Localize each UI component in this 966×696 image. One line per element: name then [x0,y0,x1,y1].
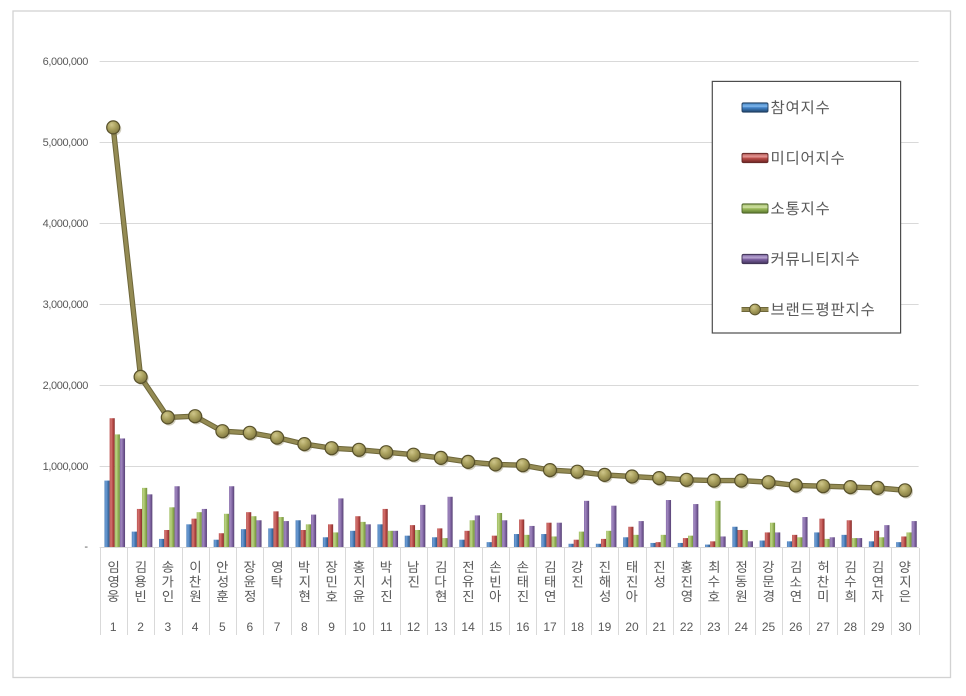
svg-text:26: 26 [789,620,803,634]
svg-text:1,000,000: 1,000,000 [43,461,89,473]
svg-text:4,000,000: 4,000,000 [43,218,89,230]
svg-text:6: 6 [246,620,253,634]
svg-text:2,000,000: 2,000,000 [43,380,89,392]
svg-text:28: 28 [844,620,858,634]
svg-text:18: 18 [571,620,585,634]
svg-text:3: 3 [164,620,171,634]
svg-text:24: 24 [735,620,749,634]
svg-text:19: 19 [598,620,612,634]
svg-text:21: 21 [653,620,667,634]
svg-text:11: 11 [380,620,393,634]
svg-text:17: 17 [543,620,557,634]
svg-text:1: 1 [110,620,117,634]
svg-text:25: 25 [762,620,776,634]
svg-text:10: 10 [352,620,366,634]
svg-text:12: 12 [407,620,421,634]
svg-text:5: 5 [219,620,226,634]
svg-text:-: - [84,541,88,553]
svg-text:4: 4 [192,620,199,634]
svg-text:2: 2 [137,620,144,634]
svg-text:6,000,000: 6,000,000 [43,56,89,68]
svg-text:29: 29 [871,620,885,634]
svg-text:8: 8 [301,620,308,634]
svg-text:15: 15 [489,620,503,634]
svg-text:5,000,000: 5,000,000 [43,137,89,149]
svg-text:7: 7 [274,620,281,634]
svg-text:27: 27 [816,620,830,634]
svg-text:30: 30 [898,620,912,634]
svg-text:22: 22 [680,620,694,634]
svg-text:3,000,000: 3,000,000 [43,299,89,311]
svg-text:16: 16 [516,620,530,634]
svg-text:23: 23 [707,620,721,634]
svg-text:13: 13 [434,620,448,634]
svg-text:9: 9 [328,620,335,634]
svg-text:14: 14 [461,620,475,634]
svg-text:20: 20 [625,620,639,634]
